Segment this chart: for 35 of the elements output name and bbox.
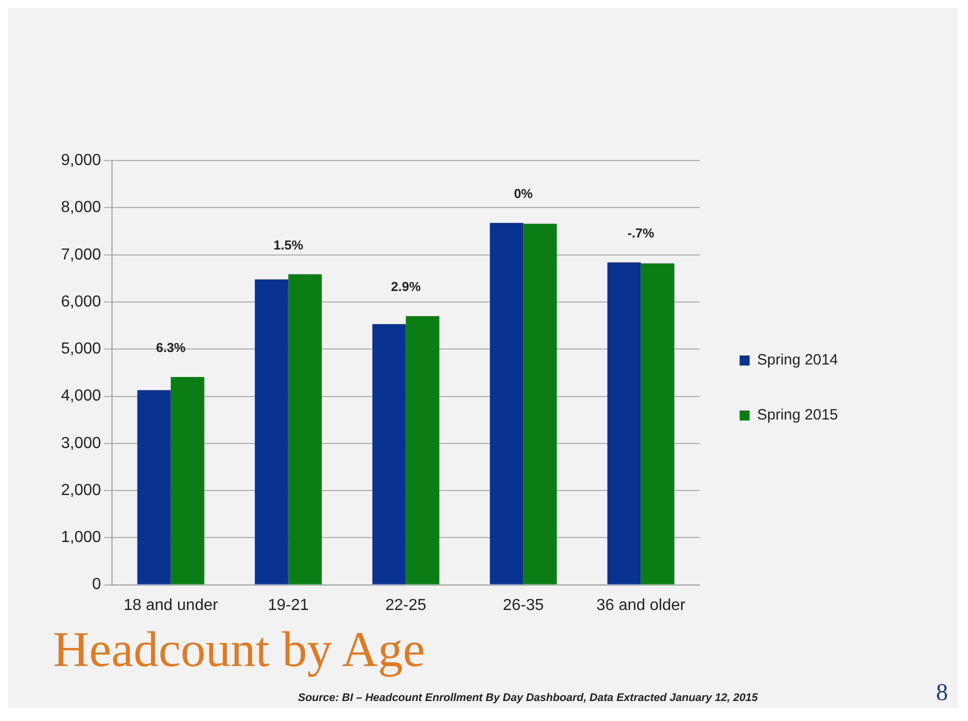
bar — [607, 262, 641, 584]
bar — [170, 376, 204, 584]
y-tick-label: 6,000 — [60, 293, 102, 310]
bar — [406, 316, 440, 584]
annotation: 1.5% — [273, 237, 304, 252]
y-tick-label: 9,000 — [60, 152, 102, 170]
bar — [288, 274, 322, 584]
y-tick-label: 1,000 — [60, 529, 102, 546]
y-tick-label: 0 — [92, 576, 102, 594]
annotation: 2.9% — [391, 279, 422, 294]
annotation: 0% — [514, 186, 534, 201]
y-tick-label: 3,000 — [60, 434, 102, 452]
x-tick-label: 22-25 — [385, 596, 426, 614]
source-note: Source: BI – Headcount Enrollment By Day Dashboard, Data Extracted January 12, 2015 — [298, 692, 758, 704]
y-tick-label: 5,000 — [60, 340, 102, 358]
bar — [372, 324, 406, 584]
y-tick-label: 8,000 — [60, 199, 102, 216]
x-tick-label: 26-35 — [502, 596, 544, 614]
x-tick-label: 36 and older — [596, 596, 686, 614]
annotation: -.7% — [627, 225, 655, 240]
y-tick-label: 2,000 — [60, 482, 102, 499]
x-tick-label: 18 and under — [124, 596, 219, 614]
text: 8 — [936, 680, 948, 707]
y-tick-label: 4,000 — [60, 388, 102, 405]
bar — [640, 263, 674, 584]
bar — [137, 390, 171, 584]
x-tick-label: 19-21 — [268, 596, 309, 614]
y-tick-label: 7,000 — [60, 246, 102, 264]
bar — [254, 279, 288, 584]
bar — [490, 222, 524, 584]
legend-label: Spring 2015 — [757, 406, 838, 424]
annotation: 6.3% — [156, 340, 186, 356]
bar — [523, 224, 557, 584]
text: Headcount by Age — [53, 620, 426, 678]
legend-label: Spring 2014 — [757, 352, 838, 369]
